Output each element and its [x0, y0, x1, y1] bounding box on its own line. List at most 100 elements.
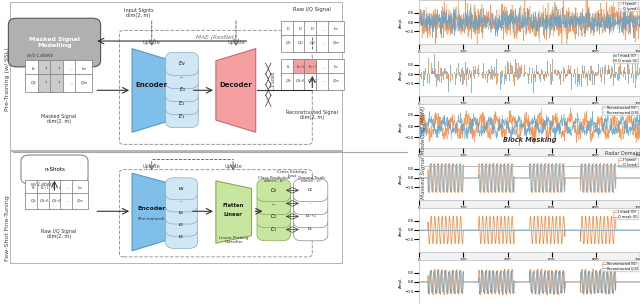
Text: ?: ?: [58, 67, 60, 71]
FancyBboxPatch shape: [292, 21, 308, 38]
I mask (0): [415, 228, 423, 232]
FancyBboxPatch shape: [63, 60, 79, 78]
Text: ...: ...: [69, 67, 74, 71]
Reconstructed I(0): [589, 267, 596, 271]
FancyBboxPatch shape: [37, 193, 53, 209]
Legend: I mask (0), Q mask (0): I mask (0), Q mask (0): [612, 54, 638, 64]
I mask (0): [636, 228, 640, 232]
Text: $E_2$: $E_2$: [179, 98, 186, 108]
Reconstructed I(0): [636, 280, 640, 284]
I mask (0): [568, 228, 575, 232]
FancyBboxPatch shape: [72, 180, 88, 196]
Reconstructed Q(0): [552, 139, 559, 143]
Text: ...: ...: [180, 74, 184, 79]
Text: ...: ...: [67, 186, 70, 190]
Reconstructed Q(0): [588, 118, 596, 121]
Text: $I_m$: $I_m$: [81, 65, 87, 73]
Text: Classifier: Classifier: [225, 240, 243, 244]
Text: $C_k$: $C_k$: [307, 226, 314, 233]
Reconstructed I(0): [636, 123, 640, 126]
Text: Masked Signal
Modelling: Masked Signal Modelling: [29, 37, 80, 48]
FancyBboxPatch shape: [49, 180, 65, 196]
FancyBboxPatch shape: [166, 92, 198, 115]
Text: ...: ...: [179, 199, 184, 203]
Text: Few-Shot Fine-Tuning: Few-Shot Fine-Tuning: [5, 195, 10, 261]
Text: L1 Loss: L1 Loss: [271, 71, 276, 90]
FancyBboxPatch shape: [328, 21, 344, 38]
Reconstructed Q(0): [568, 134, 575, 137]
Text: dim(n', c): dim(n', c): [301, 179, 321, 184]
FancyBboxPatch shape: [328, 35, 344, 52]
Reconstructed Q(0): [505, 287, 513, 290]
Reconstructed Q(0): [592, 122, 600, 125]
Reconstructed I(0): [513, 128, 520, 132]
Text: ...: ...: [322, 79, 326, 83]
Text: ...: ...: [69, 81, 74, 85]
FancyBboxPatch shape: [25, 193, 41, 209]
FancyBboxPatch shape: [328, 73, 344, 90]
FancyBboxPatch shape: [305, 73, 320, 90]
Text: Update: Update: [227, 40, 245, 45]
Reconstructed I(0): [592, 129, 600, 133]
FancyBboxPatch shape: [257, 179, 291, 202]
Reconstructed I(0): [588, 290, 595, 294]
Text: $I_k$: $I_k$: [31, 65, 36, 73]
FancyBboxPatch shape: [316, 35, 332, 52]
Legend: I (pred), Q (pred): I (pred), Q (pred): [618, 158, 638, 168]
Text: Update: Update: [143, 40, 161, 45]
Q (pred): [568, 176, 575, 180]
Text: Raw I/Q Signal: Raw I/Q Signal: [41, 229, 76, 233]
Line: Q (pred): Q (pred): [419, 164, 640, 192]
Reconstructed I(0): [438, 119, 445, 122]
Reconstructed I(0): [568, 112, 575, 116]
Text: (Pre-trained): (Pre-trained): [138, 217, 166, 222]
Reconstructed Q(0): [415, 127, 423, 131]
FancyBboxPatch shape: [305, 59, 320, 76]
FancyBboxPatch shape: [166, 65, 198, 88]
FancyBboxPatch shape: [21, 155, 88, 184]
Reconstructed I(0): [592, 282, 600, 285]
Text: ...: ...: [271, 201, 276, 206]
Text: $I_k$: $I_k$: [287, 64, 291, 71]
FancyBboxPatch shape: [25, 74, 42, 92]
FancyBboxPatch shape: [293, 218, 328, 241]
Text: ...: ...: [322, 28, 326, 32]
Text: $E_\lambda$: $E_\lambda$: [179, 85, 186, 95]
Text: Pre-Training (w/ SSL): Pre-Training (w/ SSL): [5, 47, 10, 111]
Reconstructed I(0): [477, 293, 484, 297]
I (pred): [588, 184, 596, 188]
Y-axis label: Ampl.: Ampl.: [399, 120, 403, 132]
FancyBboxPatch shape: [8, 18, 100, 67]
FancyBboxPatch shape: [49, 193, 65, 209]
Text: $Q_k$: $Q_k$: [285, 78, 292, 85]
Reconstructed Q(0): [438, 273, 445, 276]
Polygon shape: [216, 181, 252, 243]
FancyBboxPatch shape: [293, 205, 328, 228]
Text: Loss: Loss: [287, 174, 297, 178]
Reconstructed I(0): [415, 280, 423, 284]
Reconstructed Q(0): [438, 120, 446, 123]
Y-axis label: Ampl.: Ampl.: [399, 172, 403, 184]
Text: ?: ?: [58, 81, 60, 85]
Q (pred): [588, 165, 596, 168]
FancyBboxPatch shape: [166, 202, 198, 224]
Q (pred): [592, 162, 600, 166]
Text: dim(n', k): dim(n', k): [264, 179, 284, 184]
I (pred): [513, 176, 520, 180]
Text: w/o Labels: w/o Labels: [28, 52, 53, 57]
I mask (0): [505, 216, 513, 219]
Q mask (0): [591, 228, 599, 232]
FancyBboxPatch shape: [281, 21, 297, 38]
Reconstructed I(0): [516, 144, 524, 148]
Text: $Q_m$: $Q_m$: [332, 78, 340, 85]
Text: $Q_{k+1}$: $Q_{k+1}$: [39, 197, 51, 205]
FancyBboxPatch shape: [293, 179, 328, 202]
I (pred): [415, 176, 423, 180]
Text: ...: ...: [67, 199, 70, 203]
I mask (0): [513, 228, 520, 232]
I mask (0): [588, 236, 596, 240]
I (pred): [529, 191, 536, 195]
FancyBboxPatch shape: [0, 0, 419, 304]
FancyBboxPatch shape: [76, 74, 92, 92]
FancyBboxPatch shape: [51, 60, 67, 78]
